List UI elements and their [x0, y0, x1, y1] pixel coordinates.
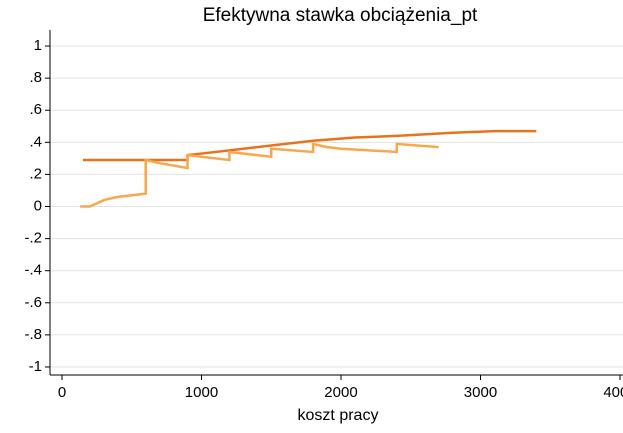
- y-tick-label: -.2: [24, 230, 42, 247]
- y-tick-label: -.8: [24, 326, 42, 343]
- chart-title: Efektywna stawka obciążenia_pt: [203, 5, 478, 26]
- x-tick-label: 4000: [603, 384, 623, 401]
- y-tick-label: .2: [29, 165, 42, 182]
- y-tick-label: .4: [29, 133, 42, 150]
- x-axis-label: koszt pracy: [298, 407, 379, 424]
- y-tick-label: -1: [29, 358, 42, 375]
- x-tick-label: 3000: [464, 384, 497, 401]
- x-tick-label: 1000: [185, 384, 218, 401]
- y-tick-label: -.6: [24, 294, 42, 311]
- x-tick-label: 2000: [324, 384, 357, 401]
- x-tick-label: 0: [58, 384, 66, 401]
- y-tick-label: .6: [29, 101, 42, 118]
- y-tick-label: .8: [29, 69, 42, 86]
- line: [80, 142, 439, 208]
- y-tick-label: -.4: [24, 262, 42, 279]
- y-tick-label: 0: [34, 197, 42, 214]
- y-tick-label: 1: [34, 37, 42, 54]
